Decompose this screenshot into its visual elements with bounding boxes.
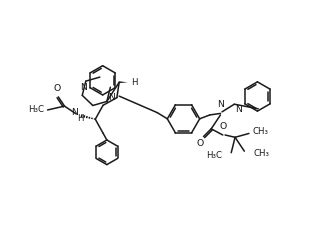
Polygon shape <box>119 81 128 83</box>
Text: H₃C: H₃C <box>28 106 44 114</box>
Text: O: O <box>220 122 227 131</box>
Text: N: N <box>80 83 87 92</box>
Text: H₃C: H₃C <box>206 151 222 160</box>
Text: CH₃: CH₃ <box>254 149 270 158</box>
Text: CH₃: CH₃ <box>252 127 268 136</box>
Text: O: O <box>53 84 60 93</box>
Text: N: N <box>71 108 77 117</box>
Text: H: H <box>77 114 84 123</box>
Text: N: N <box>217 100 224 109</box>
Text: N: N <box>108 93 115 102</box>
Text: O: O <box>197 139 204 148</box>
Text: N: N <box>235 105 242 114</box>
Text: H: H <box>131 78 137 87</box>
